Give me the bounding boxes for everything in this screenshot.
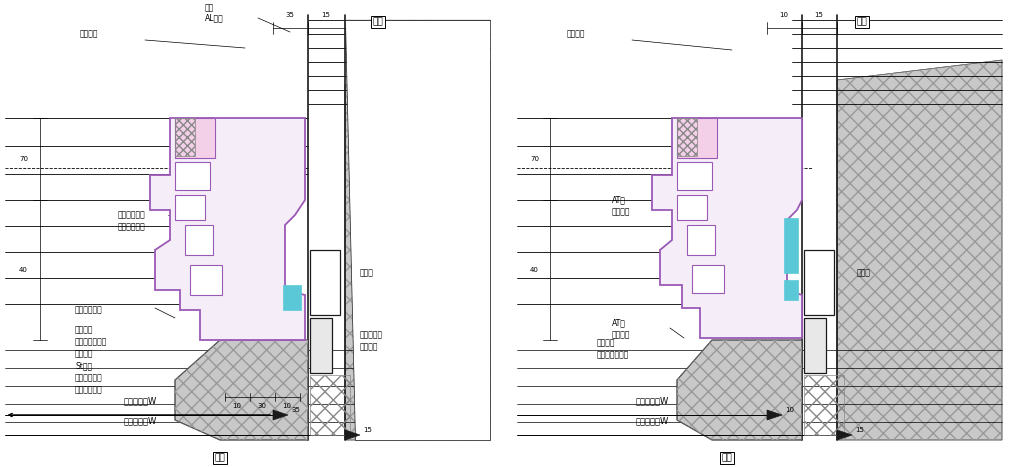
Bar <box>175 118 195 156</box>
Text: 内部: 内部 <box>215 453 225 462</box>
Text: 30: 30 <box>257 403 266 409</box>
Text: 樹脂断熱材: 樹脂断熱材 <box>360 330 383 339</box>
Text: シーリング材: シーリング材 <box>75 373 102 382</box>
Bar <box>283 285 301 310</box>
Text: 既存枠: 既存枠 <box>360 268 374 277</box>
Text: 35: 35 <box>286 12 295 18</box>
Text: 取付下地: 取付下地 <box>75 349 93 358</box>
Text: 40: 40 <box>530 267 539 273</box>
Polygon shape <box>652 118 802 338</box>
Text: 70: 70 <box>19 156 28 162</box>
Text: 40: 40 <box>19 267 28 273</box>
Text: AT材: AT材 <box>612 318 626 327</box>
Bar <box>677 162 712 190</box>
Bar <box>677 118 717 158</box>
Bar <box>687 225 715 255</box>
Text: ヒレゴム: ヒレゴム <box>612 330 631 339</box>
Bar <box>677 195 707 220</box>
Bar <box>804 250 834 315</box>
Bar <box>175 118 215 158</box>
Bar <box>310 250 340 315</box>
Polygon shape <box>150 118 305 340</box>
Text: 15: 15 <box>362 427 372 433</box>
Bar <box>310 318 332 373</box>
Bar <box>804 318 826 373</box>
Text: （内部カバー）: （内部カバー） <box>597 350 630 359</box>
Polygon shape <box>273 410 288 420</box>
Text: 既存サッシW: 既存サッシW <box>123 416 157 425</box>
Polygon shape <box>345 60 490 440</box>
Polygon shape <box>677 340 802 440</box>
Bar <box>190 265 222 295</box>
Polygon shape <box>837 430 852 440</box>
Polygon shape <box>175 340 308 440</box>
Text: 内部: 内部 <box>722 453 732 462</box>
Bar <box>185 225 213 255</box>
Polygon shape <box>837 60 1002 440</box>
Text: 10: 10 <box>785 407 794 413</box>
Polygon shape <box>767 410 782 420</box>
Text: 15: 15 <box>814 12 823 18</box>
Text: 新設額縁: 新設額縁 <box>75 325 93 334</box>
Text: 10: 10 <box>779 12 788 18</box>
Text: 既存サッシW: 既存サッシW <box>635 416 669 425</box>
Bar <box>310 375 350 435</box>
Text: シーリング材: シーリング材 <box>118 210 145 219</box>
Text: 水切: 水切 <box>205 3 214 12</box>
Text: 外部: 外部 <box>857 17 867 27</box>
Text: ヒレゴム: ヒレゴム <box>612 207 631 216</box>
Text: 既存水切: 既存水切 <box>567 29 586 38</box>
Text: 15: 15 <box>322 12 331 18</box>
Text: 新設サッシW: 新設サッシW <box>123 396 157 405</box>
Text: 新設額縁: 新設額縁 <box>597 338 615 347</box>
Bar <box>692 265 724 293</box>
Text: 10: 10 <box>232 403 242 409</box>
Text: （別途工事）: （別途工事） <box>75 385 102 394</box>
Text: （内部カバー）: （内部カバー） <box>75 337 108 346</box>
Text: 外部: 外部 <box>373 17 383 27</box>
Text: 35: 35 <box>291 407 300 413</box>
Polygon shape <box>345 430 360 440</box>
Bar <box>175 162 210 190</box>
Text: 樹脂アングル: 樹脂アングル <box>75 305 102 314</box>
Text: 15: 15 <box>855 427 864 433</box>
Text: ライナー: ライナー <box>360 342 379 351</box>
Text: 既存水切: 既存水切 <box>80 29 98 38</box>
Text: St曲物: St曲物 <box>75 361 92 370</box>
Text: AT材: AT材 <box>612 195 626 204</box>
Bar <box>175 195 205 220</box>
Text: 70: 70 <box>530 156 539 162</box>
Bar <box>804 375 844 435</box>
Polygon shape <box>345 20 490 440</box>
Bar <box>677 118 697 156</box>
Text: 新設サッシW: 新設サッシW <box>635 396 669 405</box>
Text: 既存枠: 既存枠 <box>857 268 870 277</box>
Text: AL曲物: AL曲物 <box>205 13 224 22</box>
Text: （別途工事）: （別途工事） <box>118 222 145 231</box>
Text: 10: 10 <box>283 403 292 409</box>
Bar <box>784 280 798 300</box>
Bar <box>784 218 798 273</box>
